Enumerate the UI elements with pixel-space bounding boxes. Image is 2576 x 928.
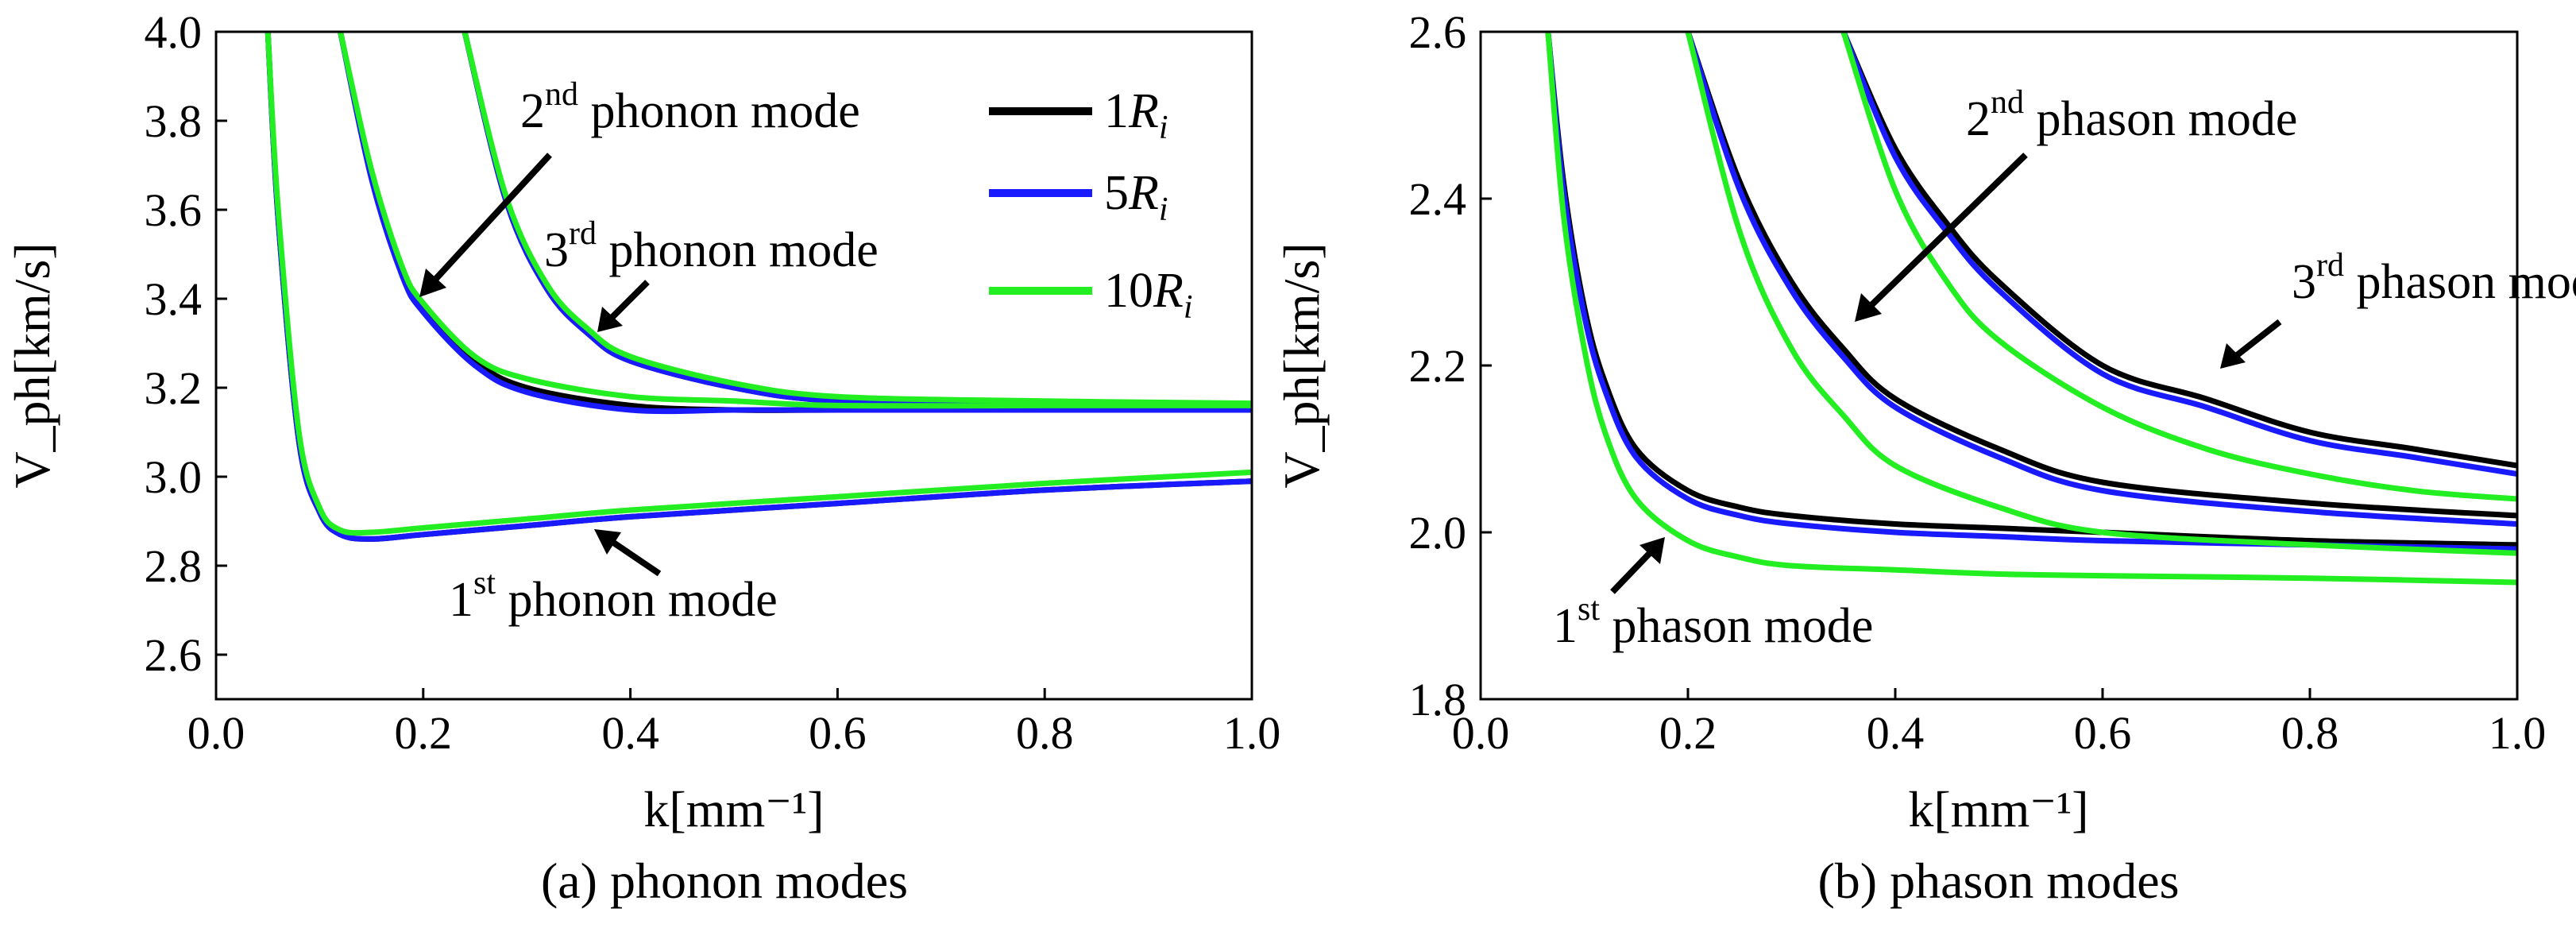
phonon-series-5R_i-mode-2: [338, 32, 1252, 415]
phonon-plot-frame: [214, 30, 1253, 701]
phason-chart: 0.0 0.2 0.4 0.6 0.8 1.0 1.8 2.0 2.2 2.4 2.6 V_ph[…: [1273, 6, 2576, 909]
phonon-y-tick-label: 3.8: [145, 95, 203, 147]
phonon-x-tick-label: 0.6: [809, 707, 867, 759]
phason-x-tick-label: 0.0: [1452, 707, 1510, 759]
phason-y-tick-label: 2.4: [1409, 173, 1467, 225]
phason-x-tick-label: 0.4: [1867, 707, 1925, 759]
phason-y-axis-label: V_ph[km/s]: [1273, 242, 1330, 488]
phonon-series-10R_i-mode-2: [338, 32, 1252, 409]
phason-series-10R_i-mode-2: [1685, 32, 2517, 556]
phonon-y-tick-label: 2.6: [145, 629, 203, 681]
phonon-chart: 0.0 0.2 0.4 0.6 0.8 1.0 2.6 2.8 3.0 3.2 3.4 3.6 3.8…: [4, 6, 1280, 909]
phonon-y-axis-label: V_ph[km/s]: [4, 242, 60, 488]
phason-series-5R_i-mode-1: [1545, 32, 2517, 552]
svg-text:10Ri: 10Ri: [1104, 264, 1193, 326]
phason-series-1R_i-mode-2: [1685, 32, 2517, 519]
phason-series-lines: [1545, 32, 2517, 586]
phason-annotation-1st: 1st phason mode: [1553, 591, 1873, 653]
legend-entry-10Ri: 10Ri: [989, 264, 1193, 326]
phonon-x-tick-label: 0.4: [601, 707, 659, 759]
phonon-series-10R_i-mode-3: [462, 32, 1252, 407]
phason-caption: (b) phason modes: [1817, 853, 2179, 909]
phason-y-tick-label: 2.6: [1409, 6, 1467, 58]
legend-entry-1Ri: 1Ri: [989, 84, 1168, 146]
phason-series-5R_i-mode-2: [1685, 32, 2517, 527]
phason-y-tick-label: 1.8: [1409, 674, 1467, 725]
phason-annotation-3rd: 3rd phason mode: [2292, 247, 2576, 309]
phonon-caption: (a) phonon modes: [541, 853, 908, 909]
phason-y-tick-label: 2.2: [1409, 340, 1467, 392]
phonon-y-tick-label: 3.4: [145, 273, 203, 325]
phonon-y-tick-label: 3.6: [145, 184, 203, 236]
phonon-x-tick-label: 0.8: [1016, 707, 1074, 759]
phason-x-tick-label: 0.2: [1659, 707, 1717, 759]
phason-arrow-3rd: [2220, 319, 2282, 369]
phonon-y-tick-label: 3.0: [145, 451, 203, 503]
phason-x-axis-label: k[mm⁻¹]: [1908, 781, 2088, 837]
phason-x-tick-label: 1.0: [2489, 707, 2547, 759]
phonon-x-tick-label: 0.2: [395, 707, 453, 759]
phonon-y-tick-label: 4.0: [145, 6, 203, 58]
phason-annotation-2nd: 2nd phason mode: [1966, 84, 2297, 146]
phonon-y-ticks: 2.6 2.8 3.0 3.2 3.4 3.6 3.8 4.0: [145, 6, 227, 681]
phonon-x-ticks: 0.0 0.2 0.4 0.6 0.8 1.0: [187, 688, 1281, 759]
phonon-arrow-1st: [594, 529, 662, 577]
phonon-annotation-2nd: 2nd phonon mode: [520, 76, 860, 138]
phason-x-ticks: 0.0 0.2 0.4 0.6 0.8 1.0: [1452, 688, 2547, 759]
phason-y-tick-label: 2.0: [1409, 507, 1467, 559]
phonon-x-axis-label: k[mm⁻¹]: [643, 781, 824, 837]
phonon-annotation-3rd: 3rd phonon mode: [544, 215, 879, 277]
phonon-annotation-1st: 1st phonon mode: [449, 565, 778, 627]
phonon-x-tick-label: 0.0: [187, 707, 245, 759]
phonon-y-tick-label: 3.2: [145, 362, 203, 414]
phason-x-tick-label: 0.6: [2074, 707, 2132, 759]
phason-series-10R_i-mode-3: [1840, 32, 2517, 502]
legend-entry-5Ri: 5Ri: [989, 166, 1168, 228]
phonon-x-tick-label: 1.0: [1223, 707, 1281, 759]
phonon-series-10R_i-mode-1: [265, 32, 1252, 536]
svg-text:5Ri: 5Ri: [1104, 166, 1168, 228]
phason-arrow-2nd: [1855, 153, 2028, 322]
phonon-legend: 1Ri 5Ri 10Ri: [989, 84, 1193, 326]
phonon-series-lines: [265, 32, 1252, 542]
phason-series-1R_i-mode-3: [1840, 32, 2517, 469]
phason-arrow-1st: [1610, 537, 1665, 594]
phason-x-tick-label: 0.8: [2281, 707, 2339, 759]
phonon-y-tick-label: 2.8: [145, 540, 203, 592]
phonon-arrow-3rd: [597, 280, 650, 332]
phonon-arrow-2nd: [419, 153, 552, 297]
phason-y-ticks: 1.8 2.0 2.2 2.4 2.6: [1409, 6, 1492, 725]
phason-series-5R_i-mode-3: [1840, 32, 2517, 477]
svg-text:1Ri: 1Ri: [1104, 84, 1168, 146]
phason-series-10R_i-mode-1: [1545, 32, 2517, 586]
